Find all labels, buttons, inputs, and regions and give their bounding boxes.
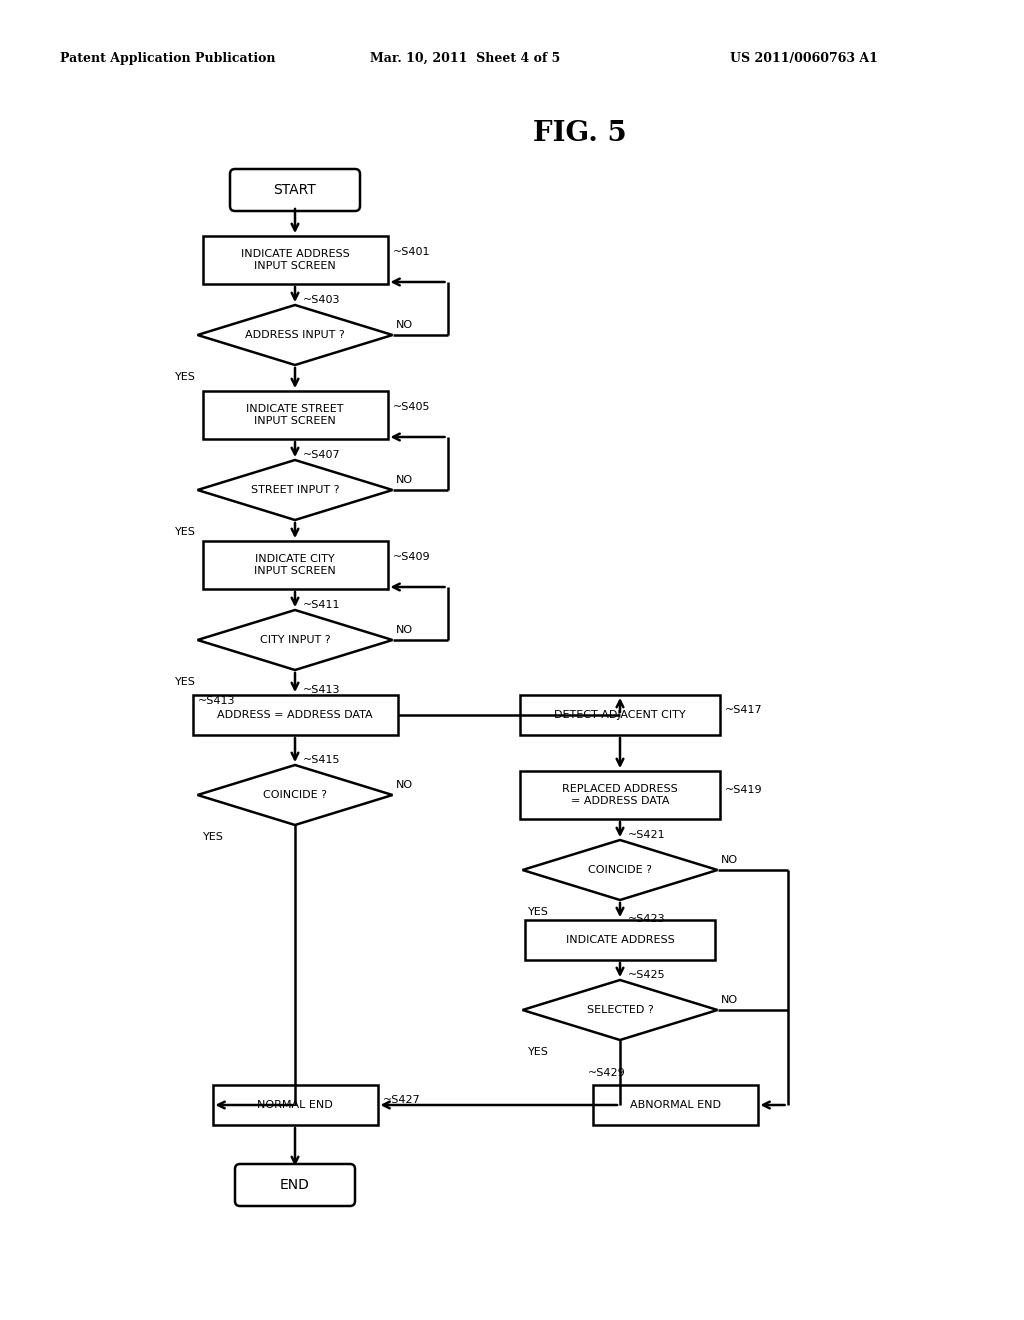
Text: YES: YES xyxy=(175,677,196,686)
Text: INDICATE STREET
INPUT SCREEN: INDICATE STREET INPUT SCREEN xyxy=(246,404,344,426)
Text: NO: NO xyxy=(721,855,737,865)
Text: ~S401: ~S401 xyxy=(392,247,430,257)
Text: ~S425: ~S425 xyxy=(628,970,666,979)
Text: Patent Application Publication: Patent Application Publication xyxy=(60,51,275,65)
Text: NORMAL END: NORMAL END xyxy=(257,1100,333,1110)
Text: ~S423: ~S423 xyxy=(628,913,666,924)
Text: YES: YES xyxy=(527,1047,549,1057)
Polygon shape xyxy=(522,979,718,1040)
Text: ABNORMAL END: ABNORMAL END xyxy=(630,1100,721,1110)
Text: ~S427: ~S427 xyxy=(383,1096,420,1105)
Text: NO: NO xyxy=(395,780,413,789)
Bar xyxy=(203,236,387,284)
Polygon shape xyxy=(198,610,392,671)
Text: ~S413: ~S413 xyxy=(198,696,234,706)
Bar xyxy=(520,771,720,818)
Text: SELECTED ?: SELECTED ? xyxy=(587,1005,653,1015)
Text: COINCIDE ?: COINCIDE ? xyxy=(263,789,327,800)
Text: ~S413: ~S413 xyxy=(303,685,341,696)
Bar xyxy=(525,920,715,960)
Bar xyxy=(593,1085,758,1125)
Text: END: END xyxy=(280,1177,310,1192)
Text: ~S415: ~S415 xyxy=(303,755,341,766)
Bar xyxy=(213,1085,378,1125)
Text: YES: YES xyxy=(527,907,549,917)
Text: ~S403: ~S403 xyxy=(303,294,341,305)
Bar xyxy=(520,696,720,735)
Text: ADDRESS INPUT ?: ADDRESS INPUT ? xyxy=(245,330,345,341)
Text: STREET INPUT ?: STREET INPUT ? xyxy=(251,484,339,495)
FancyBboxPatch shape xyxy=(234,1164,355,1206)
Text: NO: NO xyxy=(721,995,737,1005)
Text: COINCIDE ?: COINCIDE ? xyxy=(588,865,652,875)
Text: CITY INPUT ?: CITY INPUT ? xyxy=(260,635,331,645)
Bar xyxy=(203,541,387,589)
Bar xyxy=(193,696,397,735)
Text: ADDRESS = ADDRESS DATA: ADDRESS = ADDRESS DATA xyxy=(217,710,373,719)
Text: ~S407: ~S407 xyxy=(303,450,341,459)
Polygon shape xyxy=(522,840,718,900)
Text: ~S417: ~S417 xyxy=(725,705,763,715)
Text: YES: YES xyxy=(203,832,223,842)
Text: Mar. 10, 2011  Sheet 4 of 5: Mar. 10, 2011 Sheet 4 of 5 xyxy=(370,51,560,65)
Text: INDICATE ADDRESS: INDICATE ADDRESS xyxy=(565,935,675,945)
Text: ~S411: ~S411 xyxy=(303,601,341,610)
Text: START: START xyxy=(273,183,316,197)
Text: ~S429: ~S429 xyxy=(588,1068,626,1078)
Text: REPLACED ADDRESS
= ADDRESS DATA: REPLACED ADDRESS = ADDRESS DATA xyxy=(562,784,678,805)
Polygon shape xyxy=(198,766,392,825)
Polygon shape xyxy=(198,305,392,366)
Text: YES: YES xyxy=(175,527,196,537)
Text: FIG. 5: FIG. 5 xyxy=(534,120,627,147)
Text: INDICATE CITY
INPUT SCREEN: INDICATE CITY INPUT SCREEN xyxy=(254,554,336,576)
Text: NO: NO xyxy=(395,319,413,330)
FancyBboxPatch shape xyxy=(230,169,360,211)
Bar xyxy=(203,391,387,440)
Text: DETECT ADJACENT CITY: DETECT ADJACENT CITY xyxy=(554,710,686,719)
Text: ~S419: ~S419 xyxy=(725,785,763,795)
Text: INDICATE ADDRESS
INPUT SCREEN: INDICATE ADDRESS INPUT SCREEN xyxy=(241,249,349,271)
Text: ~S405: ~S405 xyxy=(392,403,430,412)
Text: YES: YES xyxy=(175,372,196,381)
Text: ~S421: ~S421 xyxy=(628,830,666,840)
Polygon shape xyxy=(198,459,392,520)
Text: US 2011/0060763 A1: US 2011/0060763 A1 xyxy=(730,51,878,65)
Text: NO: NO xyxy=(395,475,413,484)
Text: ~S409: ~S409 xyxy=(392,552,430,562)
Text: NO: NO xyxy=(395,624,413,635)
